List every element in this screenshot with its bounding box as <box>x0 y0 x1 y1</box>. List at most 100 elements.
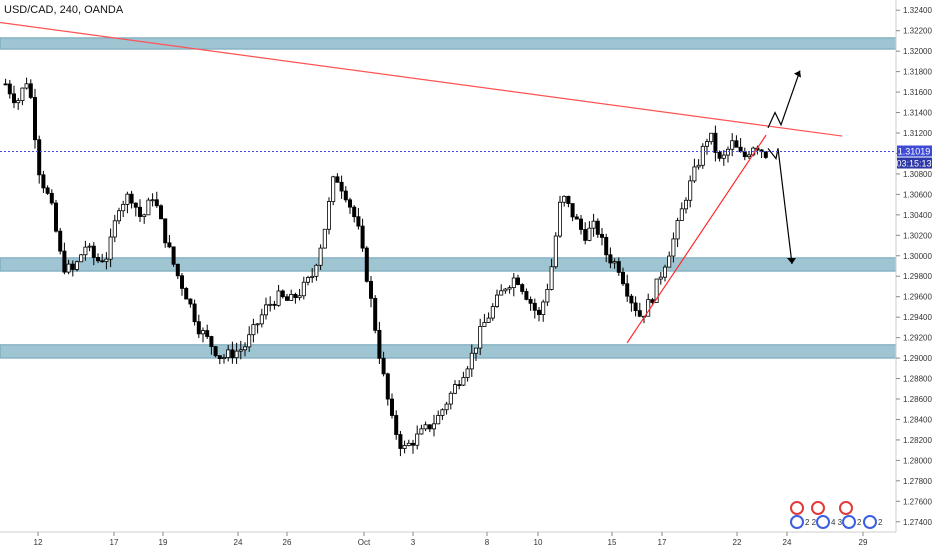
candle-up <box>465 368 470 378</box>
candle-up <box>663 266 668 278</box>
trendline-1 <box>626 134 767 344</box>
time-tick-label: 8 <box>485 538 490 547</box>
candle-down <box>11 93 16 104</box>
candle-up <box>318 247 323 266</box>
current-price-tag <box>897 145 932 157</box>
candle-down <box>579 218 584 230</box>
candle-up <box>226 349 231 358</box>
candle-up <box>142 214 147 217</box>
candle-up <box>612 261 617 264</box>
candle-up <box>688 180 693 201</box>
candle-down <box>516 277 521 285</box>
candle-up <box>549 266 554 290</box>
candle-down <box>205 330 210 337</box>
candle-down <box>175 263 180 277</box>
event-flag-icon[interactable] <box>816 515 830 529</box>
price-tick-label: 1.31600 <box>903 88 932 97</box>
candle-down <box>209 336 214 347</box>
candle-up <box>104 258 109 262</box>
candle-down <box>528 299 533 304</box>
candle-down <box>377 329 382 359</box>
candle-down <box>45 187 50 194</box>
candle-down <box>389 398 394 416</box>
up-scenario-arrow <box>767 70 801 129</box>
candle-up <box>112 220 117 238</box>
candle-up <box>684 199 689 210</box>
price-tick-label: 1.29400 <box>903 313 932 322</box>
candle-down <box>629 295 634 304</box>
candle-up <box>423 424 428 430</box>
candle-down <box>595 220 600 235</box>
candle-up <box>587 227 592 241</box>
candle-up <box>150 199 155 202</box>
candle-up <box>79 254 84 263</box>
candle-up <box>305 277 310 283</box>
price-axis[interactable]: 1.32400 1.32200 1.32000 1.31800 1.31600 1.314… <box>896 6 932 527</box>
candle-down <box>637 310 642 317</box>
candle-down <box>158 205 163 220</box>
current-price-label: 1.31019 03:15:13 <box>896 145 932 169</box>
candle-up <box>545 289 550 303</box>
candle-down <box>734 140 739 148</box>
candle-down <box>163 218 168 244</box>
candle-up <box>667 255 672 268</box>
candle-up <box>747 154 752 158</box>
event-flag-icon[interactable] <box>863 515 877 529</box>
candle-up <box>255 323 260 326</box>
event-flag-icon[interactable] <box>790 515 804 529</box>
candle-down <box>49 192 54 204</box>
event-count-label: 2 <box>878 518 883 527</box>
candle-down <box>133 202 138 208</box>
candle-up <box>507 287 512 290</box>
price-tick-label: 1.28400 <box>903 415 932 424</box>
candle-up <box>658 276 663 280</box>
candle-down <box>217 355 222 360</box>
candle-up <box>494 294 499 307</box>
price-tick-label: 1.32200 <box>903 27 932 36</box>
candle-down <box>284 296 289 301</box>
candle-down <box>763 151 768 158</box>
candle-down <box>713 132 718 153</box>
event-flag-icon[interactable] <box>790 501 804 515</box>
time-axis[interactable]: 12 17 19 24 26 Oct 3 8 10 15 17 22 24 29 <box>34 532 868 547</box>
candle-down <box>179 275 184 289</box>
down-scenario-arrow <box>767 147 793 265</box>
candle-up <box>461 377 466 386</box>
price-tick-label: 1.30400 <box>903 211 932 220</box>
event-flag-icon[interactable] <box>839 501 853 515</box>
candle-up <box>482 322 487 327</box>
candle-down <box>192 303 197 323</box>
price-tick-label: 1.29200 <box>903 334 932 343</box>
candle-up <box>314 264 319 277</box>
price-tick-label: 1.29000 <box>903 354 932 363</box>
candle-up <box>238 349 243 352</box>
trendline-0 <box>0 21 843 137</box>
zone-0 <box>0 37 897 50</box>
candle-down <box>347 199 352 208</box>
candle-up <box>117 210 122 222</box>
event-flag-icon[interactable] <box>842 515 856 529</box>
candle-up <box>562 195 567 203</box>
candle-down <box>650 299 655 303</box>
candle-up <box>66 263 71 273</box>
price-tick-label: 1.29600 <box>903 293 932 302</box>
trendlines <box>0 21 843 344</box>
event-flag-icon[interactable] <box>811 501 825 515</box>
candle-down <box>570 203 575 218</box>
zone-2 <box>0 344 897 359</box>
candle-up <box>675 220 680 240</box>
time-tick-label: 17 <box>658 538 667 547</box>
candle-down <box>3 83 8 86</box>
event-markers[interactable]: 2 2 4 3 2 2 <box>790 501 883 529</box>
price-axis-background <box>896 0 932 550</box>
candle-down <box>37 139 42 176</box>
candle-down <box>520 284 525 292</box>
countdown-tag <box>897 157 932 169</box>
candle-down <box>742 151 747 158</box>
candle-down <box>524 291 529 300</box>
candle-up <box>469 352 474 370</box>
candle-up <box>696 164 701 168</box>
price-tick-label: 1.32000 <box>903 47 932 56</box>
candle-down <box>633 302 638 312</box>
